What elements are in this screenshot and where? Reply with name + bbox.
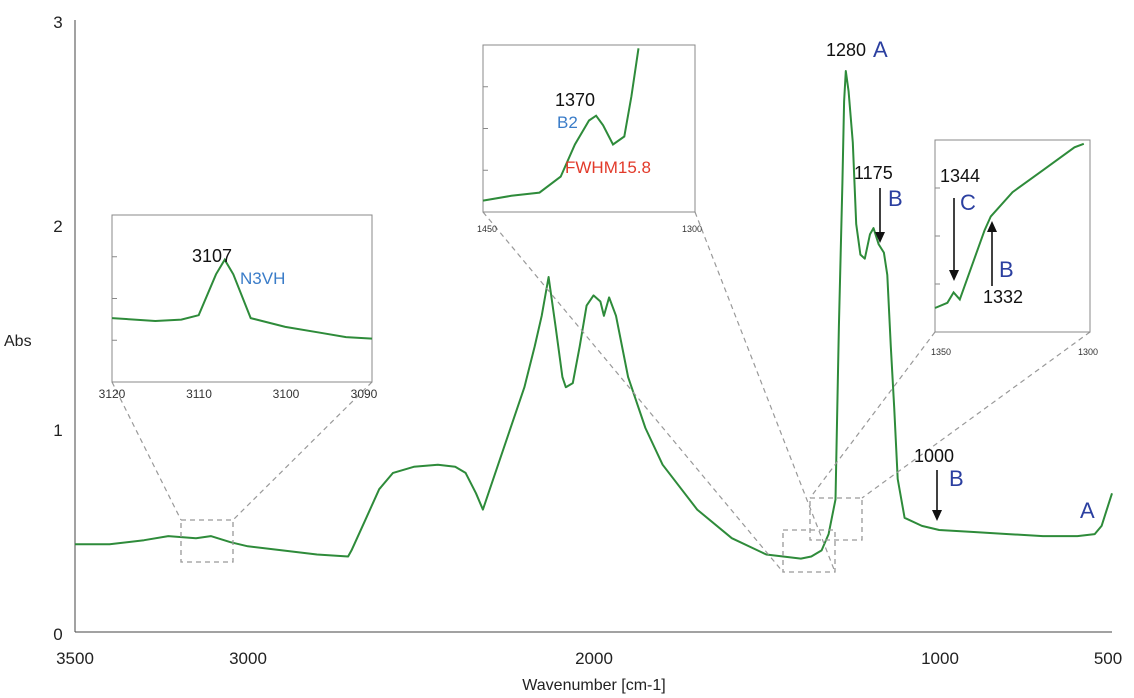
inset-tick-label: 1300 bbox=[682, 224, 702, 234]
peak-label-1175: 1175 bbox=[854, 163, 893, 183]
peak-letter-end: A bbox=[1080, 498, 1095, 523]
arrow-head bbox=[949, 270, 959, 281]
inset-tick-label: 3090 bbox=[351, 387, 378, 401]
x-axis-title: Wavenumber [cm-1] bbox=[522, 677, 665, 694]
inset-tick-label: 1300 bbox=[1078, 347, 1098, 357]
x-tick-label: 2000 bbox=[575, 649, 613, 668]
inset-line bbox=[111, 257, 373, 340]
inset-second-letter: B bbox=[999, 257, 1014, 282]
inset-1344: 1350 1300 1344 C B 1332 bbox=[931, 139, 1098, 357]
peak-label-1000: 1000 bbox=[914, 446, 954, 466]
spectrum-line bbox=[75, 70, 1113, 560]
arrow-head bbox=[932, 510, 942, 521]
arrow-head bbox=[987, 221, 997, 232]
inset-tick-label: 1450 bbox=[477, 224, 497, 234]
inset-1370: 1450 1300 1370 B2 FWHM15.8 bbox=[477, 44, 702, 234]
peak-letter-1175: B bbox=[888, 186, 903, 211]
inset-line bbox=[934, 142, 1085, 309]
x-tick-label: 500 bbox=[1094, 649, 1122, 668]
inset-tick-label: 3100 bbox=[273, 387, 300, 401]
inset-3107: 3120 3110 3100 3090 3107 N3VH bbox=[99, 214, 378, 401]
y-tick-label: 3 bbox=[53, 13, 62, 32]
inset-peak-sublabel: B2 bbox=[557, 113, 578, 132]
zoom-box-1344 bbox=[809, 497, 863, 541]
inset-peak-letter: C bbox=[960, 190, 976, 215]
inset-fwhm-note: FWHM15.8 bbox=[565, 158, 651, 177]
zoom-box-1370 bbox=[782, 529, 836, 573]
x-tick-label: 3500 bbox=[56, 649, 94, 668]
inset-peak-label: 1370 bbox=[555, 90, 595, 110]
inset-peak-label: 3107 bbox=[192, 246, 232, 266]
y-tick-label: 2 bbox=[53, 217, 62, 236]
peak-label-1280: 1280 bbox=[826, 40, 866, 60]
inset-tick-label: 3120 bbox=[99, 387, 126, 401]
connector-line bbox=[694, 211, 836, 573]
connector-line bbox=[111, 381, 182, 521]
inset-tick-label: 3110 bbox=[186, 387, 212, 401]
peak-letter-1280: A bbox=[873, 37, 888, 62]
connector-line bbox=[482, 211, 784, 573]
arrow-head bbox=[875, 232, 885, 243]
x-tick-label: 3000 bbox=[229, 649, 267, 668]
inset-frame bbox=[482, 44, 696, 213]
connector-line bbox=[232, 381, 373, 521]
y-tick-label: 0 bbox=[53, 625, 62, 644]
inset-frame bbox=[934, 139, 1091, 333]
y-tick-label: 1 bbox=[53, 421, 62, 440]
inset-second-label: 1332 bbox=[983, 287, 1023, 307]
peak-letter-1000: B bbox=[949, 466, 964, 491]
inset-line bbox=[482, 48, 640, 202]
y-axis-title: Abs bbox=[4, 333, 32, 350]
inset-peak-label: 1344 bbox=[940, 166, 980, 186]
connector-line bbox=[809, 331, 936, 499]
inset-peak-sublabel: N3VH bbox=[240, 269, 285, 288]
connector-line bbox=[861, 331, 1091, 499]
inset-tick-label: 1350 bbox=[931, 347, 951, 357]
x-tick-label: 1000 bbox=[921, 649, 959, 668]
zoom-box-3107 bbox=[180, 519, 234, 563]
